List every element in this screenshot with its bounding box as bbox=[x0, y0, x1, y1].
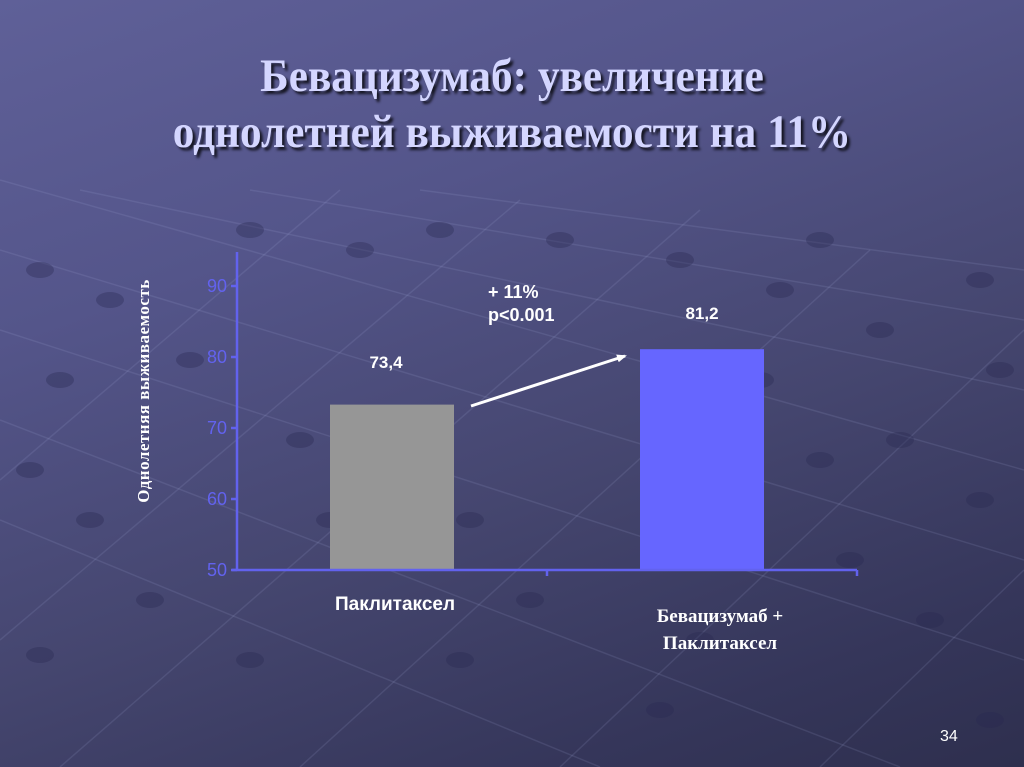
bar-paclitaxel bbox=[330, 404, 454, 570]
slide-title-line1: Бевацизумаб: увеличение bbox=[260, 50, 764, 102]
annotation-percent: + 11% bbox=[488, 282, 539, 302]
category-label-paclitaxel: Паклитаксел bbox=[334, 594, 456, 615]
value-label-paclitaxel: 73,4 bbox=[369, 353, 403, 372]
category-label-line2: Паклитаксел bbox=[662, 633, 778, 654]
y-tick-80: 80 bbox=[206, 347, 227, 367]
value-label-bevacizumab: 81,2 bbox=[685, 304, 719, 323]
y-tick-50: 50 bbox=[206, 560, 227, 580]
x-axis-ticks bbox=[545, 570, 859, 576]
slide-title-line2: однолетней выживаемости на 11% bbox=[172, 106, 852, 158]
y-tick-60: 60 bbox=[206, 489, 227, 509]
significance-annotation: + 11% p<0.001 bbox=[488, 281, 555, 327]
annotation-p-value: p<0.001 bbox=[488, 305, 555, 325]
bar-bevacizumab-paclitaxel bbox=[640, 349, 764, 570]
slide-title: Бевацизумаб: увеличение однолетней выжив… bbox=[41, 48, 983, 160]
improvement-arrow-icon bbox=[470, 354, 627, 408]
category-label-line1: Бевацизумаб + bbox=[656, 606, 784, 627]
y-tick-90: 90 bbox=[206, 276, 227, 296]
category-label-bevacizumab-paclitaxel: Бевацизумаб + Паклитаксел bbox=[600, 603, 840, 657]
y-tick-70: 70 bbox=[206, 418, 227, 438]
slide-number: 34 bbox=[940, 728, 958, 745]
